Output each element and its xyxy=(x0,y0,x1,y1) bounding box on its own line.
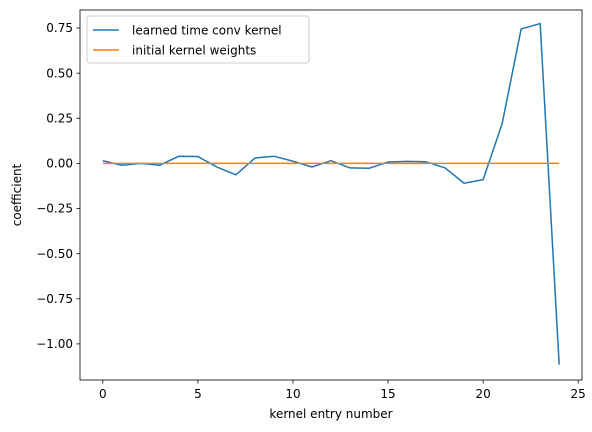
legend-box xyxy=(86,15,310,64)
y-tick-label: 0.00 xyxy=(46,157,73,171)
x-axis-label: kernel entry number xyxy=(269,407,392,421)
x-tick-label: 0 xyxy=(99,387,107,401)
plot-frame xyxy=(79,9,583,381)
series-layer xyxy=(102,22,560,365)
legend: learned time conv kernel initial kernel w… xyxy=(86,15,310,64)
y-tick-label: −0.50 xyxy=(36,247,73,261)
legend-label-2: initial kernel weights xyxy=(132,44,256,58)
y-tick-label: 0.25 xyxy=(46,111,73,125)
y-tick-label: −0.75 xyxy=(36,292,73,306)
x-axis-ticks: 0 5 10 15 20 25 xyxy=(99,380,586,401)
legend-label-1: learned time conv kernel xyxy=(132,24,282,38)
y-tick-label: −1.00 xyxy=(36,337,73,351)
y-axis-ticks: 0.75 0.50 0.25 0.00 −0.25 −0.50 −0.75 −1.00 xyxy=(36,21,80,351)
y-tick-label: 0.50 xyxy=(46,66,73,80)
x-tick-label: 10 xyxy=(285,387,300,401)
y-tick-label: 0.75 xyxy=(46,21,73,35)
x-tick-label: 15 xyxy=(380,387,395,401)
y-tick-label: −0.25 xyxy=(36,202,73,216)
plot-area xyxy=(80,10,582,380)
x-tick-label: 20 xyxy=(475,387,490,401)
x-tick-label: 25 xyxy=(571,387,586,401)
x-tick-label: 5 xyxy=(194,387,202,401)
y-axis-label: coefficient xyxy=(10,163,24,226)
series-line-1 xyxy=(102,22,560,365)
